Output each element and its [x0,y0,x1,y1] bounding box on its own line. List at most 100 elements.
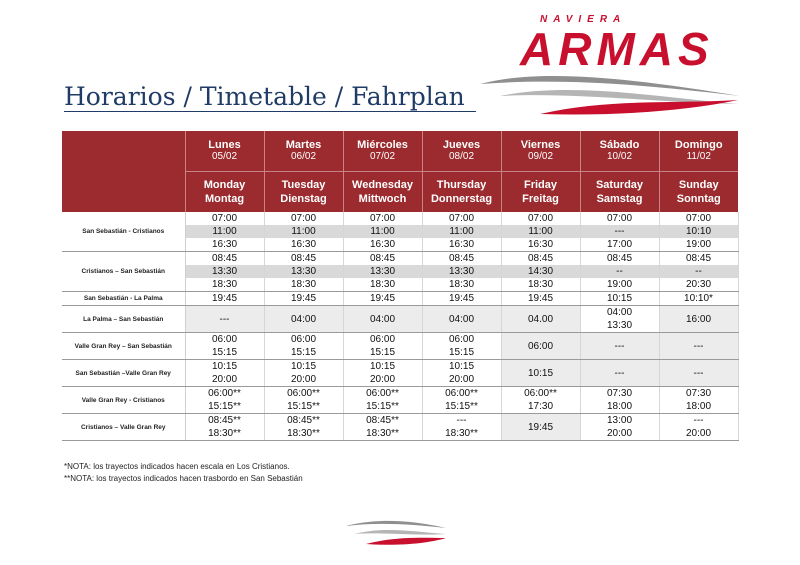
departure-time: 20:30 [685,279,712,290]
header-corner [62,131,185,212]
route-row: San Sebastián - Cristianos 07:00 11:00 16:3… [62,212,739,252]
departure-time: 20:00 [290,374,317,385]
times-cell-monday: 06:00** 15:15** [185,386,265,414]
times-cell-thursday: 07:00 11:00 16:30 [422,212,502,252]
departure-time: 11:00 [264,225,343,238]
departure-time: 04:00 [290,313,317,325]
logo-naviera-text: NAVIERA [540,14,627,25]
footnotes: *NOTA: los trayectos indicados hacen esc… [64,461,303,485]
departure-time: 16:30 [290,239,317,250]
times-cell-friday: 19:45 [501,413,581,441]
times-cell-monday: 06:00 15:15 [185,332,265,360]
departure-time: 10:10 [659,225,738,238]
times-cell-saturday: --- [580,332,660,360]
departure-time: 18:30 [369,279,396,290]
departure-time: -- [659,265,738,278]
route-row: Cristianos – San Sebastián 08:45 13:30 18:3… [62,251,739,292]
times-cell-sunday: 07:30 18:00 [659,386,739,414]
times-cell-monday: 08:45 13:30 18:30 [185,251,265,292]
times-cell-sunday: 08:45 -- 20:30 [659,251,739,292]
departure-time: 11:00 [501,225,580,238]
departure-time: 15:15** [366,401,399,412]
route-row: La Palma – San Sebastián --- 04:00 04:00 04:… [62,305,739,333]
departure-time: 15:15 [290,347,317,358]
departure-time: 07:00 [527,213,554,224]
departure-time: 15:15 [211,347,238,358]
title-underline [64,111,476,112]
departure-time: --- [219,313,230,325]
departure-time: 19:45 [211,293,238,304]
departure-time: 20:00 [606,428,633,439]
departure-time: --- [614,367,625,379]
swoosh-decoration-icon [480,75,740,115]
departure-time: 08:45 [369,253,396,264]
times-cell-sunday: 07:00 10:10 19:00 [659,212,739,252]
times-cell-saturday: 07:30 18:00 [580,386,660,414]
route-name: Valle Gran Rey - Cristianos [62,386,186,414]
departure-time: -- [580,265,659,278]
departure-time: 19:45 [448,293,475,304]
times-cell-tuesday: 08:45** 18:30** [264,413,344,441]
departure-time: 20:00 [448,374,475,385]
departure-time: 08:45** [287,415,320,426]
route-name: San Sebastián - Cristianos [62,212,186,252]
day-name-sunday: Sunday Sonntag [658,171,738,212]
departure-time: 08:45 [448,253,475,264]
departure-time: 14:30 [501,265,580,278]
day-header-saturday: Sábado 10/02 [579,131,659,172]
times-cell-tuesday: 06:00** 15:15** [264,386,344,414]
departure-time: 07:00 [211,213,238,224]
departure-time: 06:00** [524,388,557,399]
departure-time: 19:00 [685,239,712,250]
times-cell-wednesday: 07:00 11:00 16:30 [343,212,423,252]
times-cell-sunday: 10:10* [659,291,739,306]
route-name: San Sebastián –Valle Gran Rey [62,359,186,387]
departure-time: 07:00 [448,213,475,224]
times-cell-thursday: 19:45 [422,291,502,306]
times-cell-saturday: 13:00 20:00 [580,413,660,441]
times-cell-wednesday: 06:00 15:15 [343,332,423,360]
departure-time: --- [614,340,625,352]
day-name-monday: Monday Montag [184,171,264,212]
departure-time: 18:30** [287,428,320,439]
departure-time: 16:30 [448,239,475,250]
times-cell-friday: 19:45 [501,291,581,306]
departure-time: 10:15 [369,361,396,372]
departure-time: 07:00 [369,213,396,224]
times-cell-monday: 07:00 11:00 16:30 [185,212,265,252]
departure-time: 18:30 [527,279,554,290]
times-cell-thursday: 08:45 13:30 18:30 [422,251,502,292]
departure-time: 13:30 [422,265,501,278]
departure-time: 15:15 [369,347,396,358]
departure-time: 18:30** [366,428,399,439]
day-name-tuesday: Tuesday Dienstag [263,171,343,212]
day-name-thursday: Thursday Donnerstag [421,171,501,212]
day-header-monday: Lunes 05/02 [184,131,264,172]
departure-time: 07:00 [290,213,317,224]
departure-time: 11:00 [185,225,264,238]
day-name-wednesday: Wednesday Mittwoch [342,171,422,212]
departure-time: 08:45 [606,253,633,264]
times-cell-tuesday: 07:00 11:00 16:30 [264,212,344,252]
departure-time: 08:45** [366,415,399,426]
times-cell-saturday: --- [580,359,660,387]
route-name: Cristianos – San Sebastián [62,251,186,292]
departure-time: 06:00** [366,388,399,399]
departure-time: 19:45 [527,293,554,304]
route-row: San Sebastián –Valle Gran Rey 10:15 20:00 1… [62,359,739,387]
departure-time: 06:00 [290,334,317,345]
swoosh-footer-icon [346,520,446,545]
departure-time: 10:15 [211,361,238,372]
departure-time: 07:00 [685,213,712,224]
times-cell-wednesday: 04:00 [343,305,423,333]
departure-time: 18:30 [448,279,475,290]
footnote-transfer: **NOTA: los trayectos indicados hacen tr… [64,474,303,483]
departure-time: 10:15 [448,361,475,372]
departure-time: 08:45** [208,415,241,426]
departure-time: 18:30 [211,279,238,290]
times-cell-monday: 08:45** 18:30** [185,413,265,441]
departure-time: 08:45 [290,253,317,264]
departure-time: 10:10* [684,293,713,304]
departure-time: 10:15 [527,367,554,379]
departure-time: 07:30 [606,388,633,399]
